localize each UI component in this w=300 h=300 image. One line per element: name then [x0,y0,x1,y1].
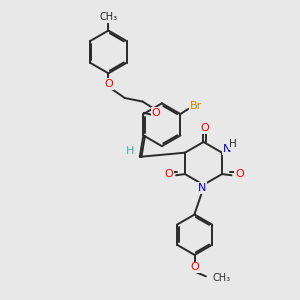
Text: CH₃: CH₃ [212,273,230,283]
Text: O: O [235,169,244,179]
Text: N: N [198,183,206,193]
Text: O: O [152,108,160,118]
Text: O: O [190,262,199,272]
Text: O: O [164,169,173,179]
Text: CH₃: CH₃ [99,12,118,22]
Text: Br: Br [190,101,202,111]
Text: H: H [126,146,134,156]
Text: H: H [230,140,237,149]
Text: N: N [223,144,231,154]
Text: O: O [104,79,113,89]
Text: O: O [200,123,209,133]
